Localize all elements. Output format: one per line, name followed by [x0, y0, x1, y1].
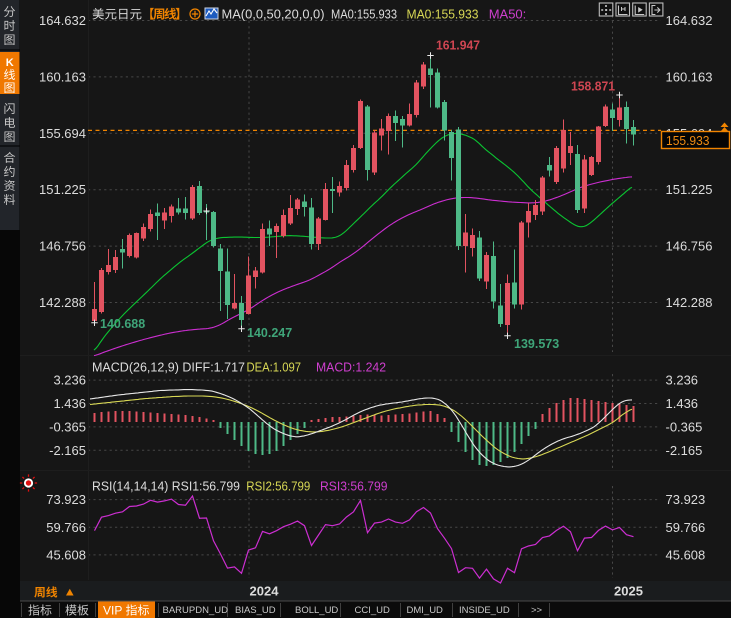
svg-text:MA(0,0,50,20,0,0): MA(0,0,50,20,0,0)	[222, 7, 325, 22]
svg-text:73.923: 73.923	[46, 492, 86, 507]
svg-text:142.288: 142.288	[39, 295, 86, 310]
svg-text:BARUPDN_UD: BARUPDN_UD	[163, 605, 229, 616]
svg-text:-2.165: -2.165	[666, 443, 703, 458]
svg-text:>>: >>	[531, 605, 543, 616]
svg-text:151.225: 151.225	[39, 182, 86, 197]
svg-text:146.756: 146.756	[666, 239, 713, 254]
svg-text:RSI2:56.799: RSI2:56.799	[246, 480, 310, 494]
svg-text:DMI_UD: DMI_UD	[407, 605, 444, 616]
svg-text:142.288: 142.288	[666, 295, 713, 310]
svg-text:CCI_UD: CCI_UD	[355, 605, 391, 616]
svg-text:3.236: 3.236	[666, 373, 699, 388]
svg-text:-0.365: -0.365	[666, 419, 703, 434]
svg-text:3.236: 3.236	[53, 373, 86, 388]
svg-text:139.573: 139.573	[514, 337, 559, 351]
svg-text:K: K	[6, 57, 14, 69]
svg-text:-0.365: -0.365	[49, 419, 86, 434]
svg-text:140.247: 140.247	[247, 326, 292, 340]
svg-text:MACD:1.242: MACD:1.242	[316, 361, 386, 375]
svg-text:-2.165: -2.165	[49, 443, 86, 458]
svg-text:2025: 2025	[614, 584, 643, 599]
svg-text:MA0:155.933: MA0:155.933	[331, 7, 397, 22]
svg-text:155.694: 155.694	[39, 126, 86, 141]
svg-text:158.871: 158.871	[571, 79, 615, 93]
svg-text:1.436: 1.436	[53, 396, 86, 411]
svg-text:160.163: 160.163	[666, 69, 713, 84]
svg-text:160.163: 160.163	[39, 69, 86, 84]
svg-text:45.608: 45.608	[666, 547, 706, 562]
svg-text:VIP: VIP	[103, 604, 122, 618]
svg-text:RSI(14,14,14) RSI1:56.799: RSI(14,14,14) RSI1:56.799	[92, 480, 240, 494]
svg-text:59.766: 59.766	[46, 520, 86, 535]
svg-text:140.688: 140.688	[100, 317, 145, 331]
svg-text:1.436: 1.436	[666, 396, 699, 411]
svg-text:BOLL_UD: BOLL_UD	[295, 605, 338, 616]
svg-text:161.947: 161.947	[436, 39, 480, 53]
svg-text:2024: 2024	[250, 584, 280, 599]
svg-text:164.632: 164.632	[39, 13, 86, 28]
svg-text:RSI3:56.799: RSI3:56.799	[320, 480, 388, 494]
svg-text:DEA:1.097: DEA:1.097	[247, 361, 302, 375]
svg-text:INSIDE_UD: INSIDE_UD	[459, 605, 510, 616]
svg-text:151.225: 151.225	[666, 182, 713, 197]
svg-text:155.933: 155.933	[666, 133, 710, 148]
svg-text:45.608: 45.608	[46, 547, 86, 562]
svg-text:MA50:: MA50:	[489, 7, 527, 22]
svg-text:164.632: 164.632	[666, 13, 713, 28]
svg-text:73.923: 73.923	[666, 492, 706, 507]
svg-text:146.756: 146.756	[39, 239, 86, 254]
svg-text:MA0:155.933: MA0:155.933	[407, 7, 479, 22]
svg-text:59.766: 59.766	[666, 520, 706, 535]
svg-text:MACD(26,12,9) DIFF:1.717: MACD(26,12,9) DIFF:1.717	[92, 361, 245, 375]
svg-text:BIAS_UD: BIAS_UD	[235, 605, 276, 616]
